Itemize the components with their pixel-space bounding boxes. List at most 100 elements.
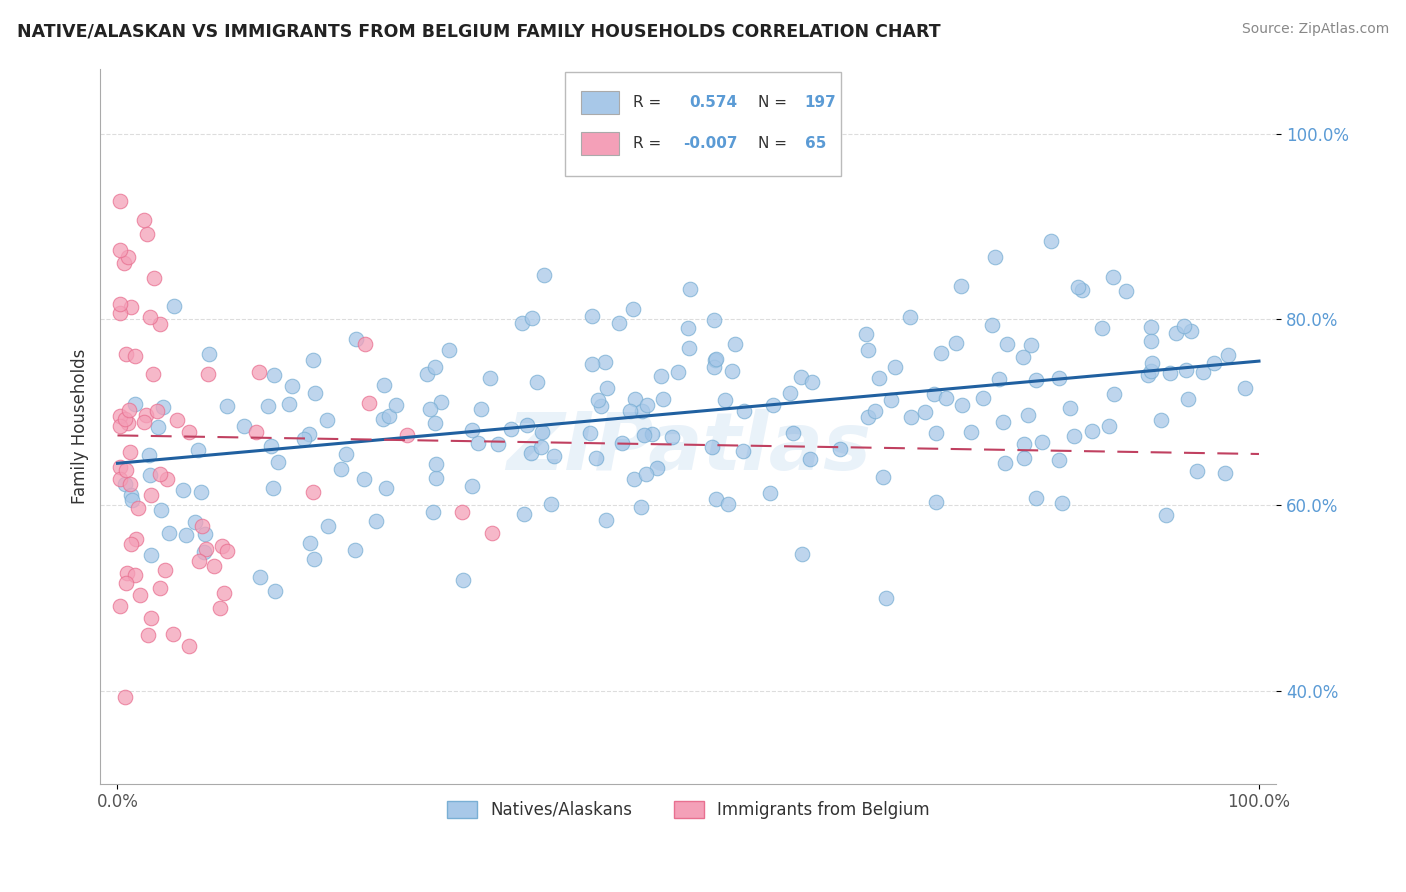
Point — [260, 439, 283, 453]
Point — [900, 409, 922, 424]
Point — [516, 417, 538, 432]
Point — [610, 436, 633, 450]
Point — [198, 347, 221, 361]
Point — [1139, 364, 1161, 378]
Point — [520, 445, 543, 459]
Point — [118, 402, 141, 417]
Point — [731, 443, 754, 458]
Point — [156, 472, 179, 486]
Point — [114, 412, 136, 426]
Point — [520, 310, 543, 325]
Point — [425, 457, 447, 471]
Point — [581, 357, 603, 371]
Point — [202, 558, 225, 573]
Point — [263, 368, 285, 383]
Point — [423, 359, 446, 374]
Point — [304, 552, 326, 566]
Point — [651, 392, 673, 406]
Point — [530, 440, 553, 454]
Point — [209, 601, 232, 615]
Point — [135, 409, 157, 423]
Point — [593, 355, 616, 369]
Point — [595, 380, 617, 394]
Point — [1177, 392, 1199, 406]
Point — [215, 544, 238, 558]
Point — [125, 533, 148, 547]
Point — [1031, 434, 1053, 449]
Point — [1175, 363, 1198, 377]
Point — [149, 317, 172, 331]
Point — [129, 588, 152, 602]
Point — [950, 398, 973, 412]
Point — [589, 399, 612, 413]
Point — [430, 395, 453, 409]
Point — [1139, 334, 1161, 348]
Point — [172, 483, 194, 497]
Point — [720, 364, 742, 378]
Point — [1136, 368, 1159, 383]
Point — [1067, 280, 1090, 294]
Point — [451, 505, 474, 519]
Point — [586, 393, 609, 408]
Point — [134, 415, 156, 429]
Point — [630, 500, 652, 514]
Point — [316, 519, 339, 533]
Point — [1150, 413, 1173, 427]
Point — [623, 472, 645, 486]
Point — [108, 306, 131, 320]
Point — [530, 425, 553, 439]
Point — [478, 371, 501, 385]
Point — [302, 485, 325, 500]
FancyBboxPatch shape — [565, 72, 841, 176]
Point — [595, 513, 617, 527]
Point — [373, 412, 395, 426]
Text: -0.007: -0.007 — [683, 136, 738, 151]
Point — [257, 399, 280, 413]
Point — [135, 227, 157, 241]
Point — [995, 336, 1018, 351]
Point — [1012, 437, 1035, 451]
Point — [124, 568, 146, 582]
Point — [1063, 429, 1085, 443]
Point — [633, 428, 655, 442]
Point — [461, 478, 484, 492]
Text: 197: 197 — [804, 95, 837, 110]
Point — [188, 554, 211, 568]
Point — [621, 301, 644, 316]
Point — [481, 526, 503, 541]
Point — [141, 549, 163, 563]
Point — [585, 451, 607, 466]
Point — [676, 321, 699, 335]
Point — [762, 398, 785, 412]
Y-axis label: Family Households: Family Households — [72, 349, 89, 504]
Point — [925, 426, 948, 441]
Point — [375, 481, 398, 495]
Point — [117, 250, 139, 264]
Point — [872, 470, 894, 484]
Point — [152, 401, 174, 415]
Point — [211, 539, 233, 553]
Point — [533, 268, 555, 282]
Text: NATIVE/ALASKAN VS IMMIGRANTS FROM BELGIUM FAMILY HOUSEHOLDS CORRELATION CHART: NATIVE/ALASKAN VS IMMIGRANTS FROM BELGIU… — [17, 22, 941, 40]
Point — [991, 415, 1014, 429]
Point — [142, 367, 165, 381]
Point — [526, 375, 548, 389]
Point — [197, 368, 219, 382]
Point — [108, 194, 131, 209]
Point — [108, 472, 131, 486]
Point — [166, 413, 188, 427]
Point — [1021, 338, 1043, 352]
Text: N =: N = — [758, 95, 786, 110]
Point — [422, 504, 444, 518]
Point — [619, 404, 641, 418]
Point — [678, 342, 700, 356]
Point — [177, 639, 200, 653]
Point — [120, 301, 142, 315]
Point — [880, 393, 903, 408]
Point — [1233, 381, 1256, 395]
Point — [139, 310, 162, 324]
Point — [703, 353, 725, 368]
FancyBboxPatch shape — [581, 132, 619, 155]
FancyBboxPatch shape — [581, 91, 619, 113]
Point — [138, 449, 160, 463]
